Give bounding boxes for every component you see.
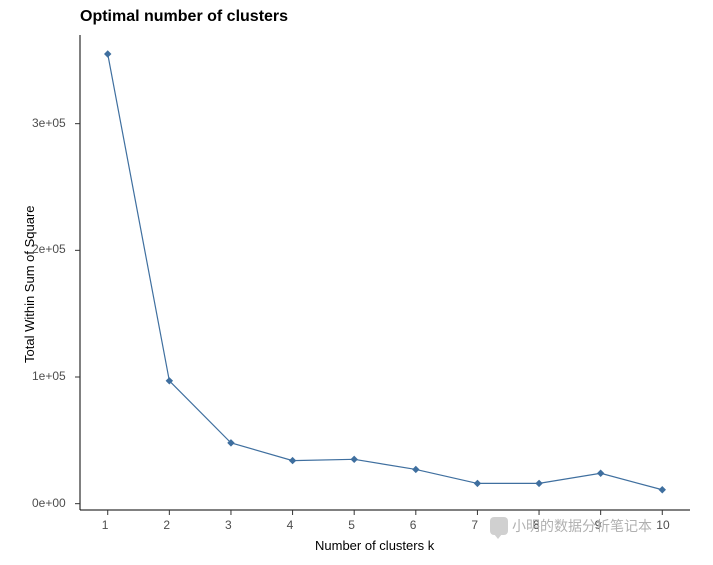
y-tick-label: 0e+00 [32,496,66,510]
x-tick-label: 1 [102,518,109,532]
data-point [536,480,542,486]
chart-svg [80,35,690,510]
y-tick-label: 3e+05 [32,116,66,130]
watermark: 小明的数据分析笔记本 [490,516,652,536]
data-point [659,487,665,493]
data-point [351,456,357,462]
x-tick-label: 5 [348,518,355,532]
chat-bubble-icon [490,517,508,535]
data-point [413,466,419,472]
chart-title: Optimal number of clusters [80,8,288,26]
x-axis-label: Number of clusters k [315,538,434,553]
data-point [474,480,480,486]
data-point [290,458,296,464]
data-point [598,470,604,476]
y-axis-label: Total Within Sum of Square [22,205,37,363]
x-tick-label: 6 [410,518,417,532]
x-tick-label: 10 [656,518,669,532]
x-tick-label: 9 [595,518,602,532]
y-tick-label: 1e+05 [32,369,66,383]
plot-area [80,35,690,510]
x-tick-label: 4 [287,518,294,532]
y-tick-label: 2e+05 [32,242,66,256]
x-tick-label: 3 [225,518,232,532]
data-point [105,51,111,57]
x-tick-label: 7 [471,518,478,532]
x-tick-label: 8 [533,518,540,532]
line-series [108,54,663,490]
x-tick-label: 2 [163,518,170,532]
